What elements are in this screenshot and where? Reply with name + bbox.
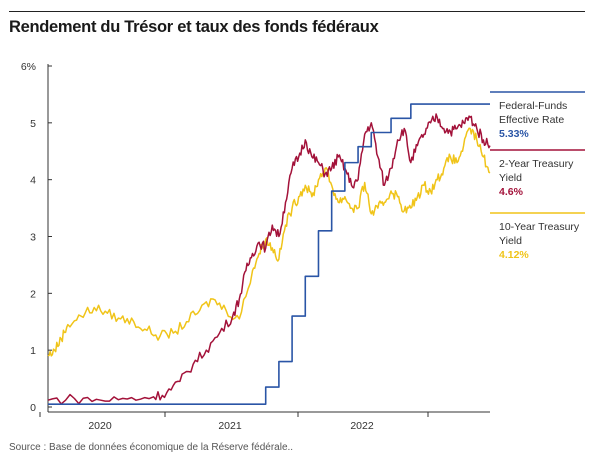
y-tick-label: 5: [30, 118, 36, 130]
x-tick-label: 2021: [218, 420, 242, 432]
y-tick-label: 0: [30, 402, 36, 414]
series-line-1: [47, 113, 491, 405]
legend-label: Yield: [499, 172, 522, 184]
y-tick-label: 6%: [21, 61, 36, 73]
legend-value: 4.12%: [499, 249, 529, 261]
legend-label: Federal-Funds: [499, 100, 567, 112]
legend: Federal-Funds Effective Rate 5.33% 2-Year T…: [490, 91, 585, 261]
legend-label: Yield: [499, 235, 522, 247]
legend-label: 10-Year Treasury: [499, 221, 580, 233]
series-line-2: [47, 127, 491, 357]
axes: 6% 5 4 3 2 1 0 2020 2021 2022: [21, 61, 490, 432]
legend-label: Effective Rate: [499, 114, 564, 126]
chart-title: Rendement du Trésor et taux des fonds fé…: [9, 18, 379, 36]
title-rule: [9, 11, 585, 12]
series-layer: [47, 103, 491, 405]
x-tick-label: 2020: [88, 420, 112, 432]
source-note: Source : Base de données économique de l…: [9, 442, 294, 453]
y-tick-label: 1: [30, 345, 36, 357]
y-tick-label: 2: [30, 288, 36, 300]
legend-value: 5.33%: [499, 128, 529, 140]
legend-value: 4.6%: [499, 186, 524, 198]
legend-label: 2-Year Treasury: [499, 158, 574, 170]
y-tick-label: 4: [30, 175, 36, 187]
series-line-0: [48, 103, 490, 405]
y-tick-label: 3: [30, 232, 36, 244]
x-tick-label: 2022: [350, 420, 374, 432]
